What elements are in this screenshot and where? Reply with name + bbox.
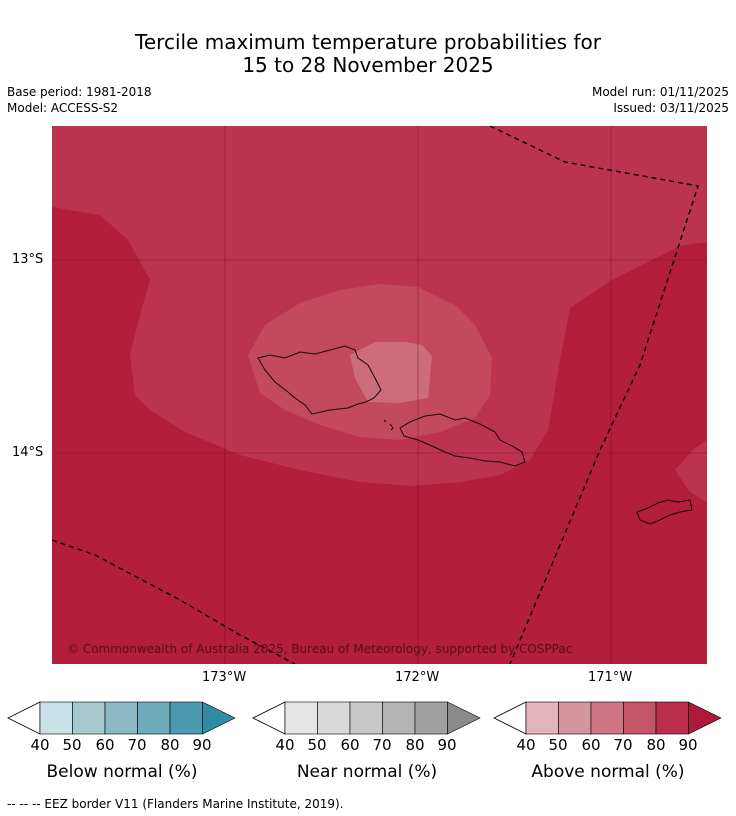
colorbar-swatch-2 (349, 701, 383, 735)
colorbar-swatch-0 (284, 701, 318, 735)
colorbar-swatch-1 (558, 701, 592, 735)
cb2-tick-70: 70 (613, 736, 633, 754)
meta-right: Model run: 01/11/2025 Issued: 03/11/2025 (592, 84, 729, 116)
colorbar-swatch-0 (39, 701, 73, 735)
cb2-tick-80: 80 (646, 736, 666, 754)
colorbar-above-normal (493, 700, 725, 740)
cb2-tick-90: 90 (678, 736, 698, 754)
lat-label-14s: 14°S (12, 445, 44, 460)
manono-island-outline (383, 419, 394, 431)
colorbar-underflow-arrow (7, 701, 41, 735)
colorbar-above-normal-swatches (493, 701, 722, 735)
colorbar-above-normal-title: Above normal (%) (531, 762, 685, 782)
lon-label-172w: 172°W (395, 670, 440, 685)
colorbar-swatch-0 (525, 701, 559, 735)
probability-70-80-edge-patch (675, 440, 707, 502)
cb1-tick-80: 80 (405, 736, 425, 754)
cb0-tick-40: 40 (30, 736, 50, 754)
colorbar-swatch-1 (72, 701, 106, 735)
lon-label-173w: 173°W (202, 670, 247, 685)
model-run: Model run: 01/11/2025 (591, 85, 729, 99)
colorbar-swatch-5 (447, 701, 481, 735)
cb0-tick-80: 80 (160, 736, 180, 754)
model-name: Model: ACCESS-S2 (7, 101, 119, 115)
eez-border (52, 126, 699, 664)
colorbar-swatch-4 (414, 701, 448, 735)
map-title: Tercile maximum temperature probabilitie… (0, 31, 736, 77)
colorbar-underflow-arrow (493, 701, 527, 735)
colorbar-swatch-2 (590, 701, 624, 735)
savaii-island-outline (257, 345, 382, 415)
colorbar-swatch-2 (104, 701, 138, 735)
copyright-notice: © Commonwealth of Australia 2025, Bureau… (67, 642, 572, 656)
cb2-tick-40: 40 (516, 736, 536, 754)
colorbar-underflow-arrow (252, 701, 286, 735)
title-line-1: Tercile maximum temperature probabilitie… (135, 30, 601, 54)
lat-label-13s: 13°S (12, 252, 44, 267)
colorbar-below-normal-swatches (7, 701, 236, 735)
cb0-tick-50: 50 (62, 736, 82, 754)
colorbar-near-normal-swatches (252, 701, 481, 735)
colorbar-swatch-3 (382, 701, 416, 735)
colorbar-swatch-5 (688, 701, 722, 735)
cb2-tick-50: 50 (548, 736, 568, 754)
colorbar-near-normal (252, 700, 484, 740)
cb1-tick-70: 70 (372, 736, 392, 754)
colorbar-swatch-1 (317, 701, 351, 735)
map-panel: © Commonwealth of Australia 2025, Bureau… (52, 126, 707, 664)
colorbar-swatch-3 (623, 701, 657, 735)
upolu-island-outline (399, 413, 526, 467)
cb1-tick-90: 90 (437, 736, 457, 754)
cb1-tick-40: 40 (275, 736, 295, 754)
base-period: Base period: 1981-2018 (7, 85, 152, 99)
cb1-tick-50: 50 (307, 736, 327, 754)
probability-50-60-region (350, 342, 432, 403)
colorbar-below-normal-title: Below normal (%) (46, 762, 198, 782)
cb0-tick-60: 60 (95, 736, 115, 754)
cb2-tick-60: 60 (581, 736, 601, 754)
title-line-2: 15 to 28 November 2025 (242, 53, 494, 77)
cb0-tick-70: 70 (127, 736, 147, 754)
colorbar-swatch-4 (655, 701, 689, 735)
meta-left: Base period: 1981-2018 Model: ACCESS-S2 (7, 84, 152, 116)
cb0-tick-90: 90 (192, 736, 212, 754)
colorbar-near-normal-title: Near normal (%) (296, 762, 438, 782)
lon-label-171w: 171°W (588, 670, 633, 685)
issued-date: Issued: 03/11/2025 (613, 101, 729, 115)
eez-footnote: -- -- -- EEZ border V11 (Flanders Marine… (7, 797, 344, 811)
cb1-tick-60: 60 (340, 736, 360, 754)
colorbar-swatch-3 (137, 701, 171, 735)
colorbar-below-normal (7, 700, 239, 740)
colorbar-swatch-5 (202, 701, 236, 735)
graticule (52, 126, 707, 664)
colorbar-swatch-4 (169, 701, 203, 735)
tutuila-island-outline (636, 499, 693, 525)
